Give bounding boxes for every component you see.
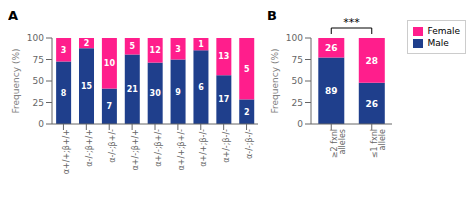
svg-text:75: 75: [292, 55, 303, 65]
svg-text:α+/+;β-/-: α+/+;β-/-: [199, 129, 208, 167]
svg-text:25: 25: [292, 98, 303, 108]
svg-text:89: 89: [325, 86, 338, 96]
svg-text:15: 15: [81, 82, 93, 91]
svg-text:5: 5: [244, 65, 250, 74]
svg-text:2: 2: [84, 39, 90, 48]
svg-text:0: 0: [38, 119, 44, 129]
svg-text:1: 1: [198, 40, 204, 49]
svg-text:α+/+;β+/+: α+/+;β+/+: [62, 129, 71, 174]
svg-text:10: 10: [104, 59, 116, 68]
svg-text:5: 5: [129, 42, 135, 51]
svg-text:26: 26: [366, 99, 379, 109]
svg-text:6: 6: [198, 83, 204, 92]
svg-text:25: 25: [33, 98, 44, 108]
svg-text:100: 100: [27, 33, 44, 43]
svg-text:100: 100: [286, 33, 303, 43]
svg-text:50: 50: [292, 76, 304, 86]
svg-text:12: 12: [150, 46, 161, 55]
svg-text:3: 3: [175, 45, 181, 54]
svg-text:Frequency (%): Frequency (%): [11, 49, 21, 114]
svg-text:13: 13: [218, 52, 229, 61]
html-text:Female: Female: [427, 26, 460, 36]
svg-text:28: 28: [366, 56, 379, 66]
svg-text:30: 30: [150, 89, 162, 98]
svg-text:***: ***: [343, 16, 360, 29]
html-text:A: A: [8, 8, 19, 23]
svg-text:α+/-;β-/-: α+/-;β-/-: [222, 129, 231, 163]
svg-text:21: 21: [127, 85, 139, 94]
svg-text:α+/+;β+/-: α+/+;β+/-: [177, 129, 186, 171]
svg-text:26: 26: [325, 43, 338, 53]
svg-text:7: 7: [107, 102, 113, 111]
svg-text:α+/-;β+/-: α+/-;β+/-: [154, 129, 163, 167]
svg-text:9: 9: [175, 88, 181, 97]
svg-text:0: 0: [297, 119, 303, 129]
svg-text:α+/-;β+/+: α+/-;β+/+: [131, 129, 140, 170]
svg-text:α-/-;β+/-: α-/-;β+/-: [108, 129, 117, 163]
svg-text:17: 17: [218, 95, 229, 104]
svg-text:≤1 fxnlallele: ≤1 fxnlallele: [370, 129, 387, 158]
svg-text:3: 3: [61, 46, 67, 55]
svg-text:75: 75: [33, 55, 44, 65]
svg-text:α-/-;β-/-: α-/-;β-/-: [245, 129, 254, 159]
html-text:B: B: [267, 8, 277, 23]
html-text:Male: Male: [427, 38, 449, 48]
svg-text:50: 50: [33, 76, 45, 86]
svg-text:2: 2: [244, 108, 250, 117]
svg-text:≥2 fxnlalleles: ≥2 fxnlalleles: [330, 129, 347, 158]
svg-text:Frequency (%): Frequency (%): [270, 49, 280, 114]
svg-text:8: 8: [61, 89, 67, 98]
svg-text:α-/-;β+/+: α-/-;β+/+: [85, 129, 94, 167]
